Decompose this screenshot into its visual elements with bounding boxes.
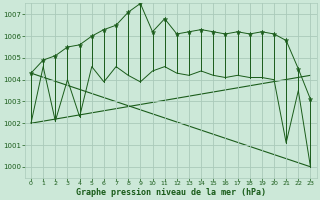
X-axis label: Graphe pression niveau de la mer (hPa): Graphe pression niveau de la mer (hPa) (76, 188, 266, 197)
